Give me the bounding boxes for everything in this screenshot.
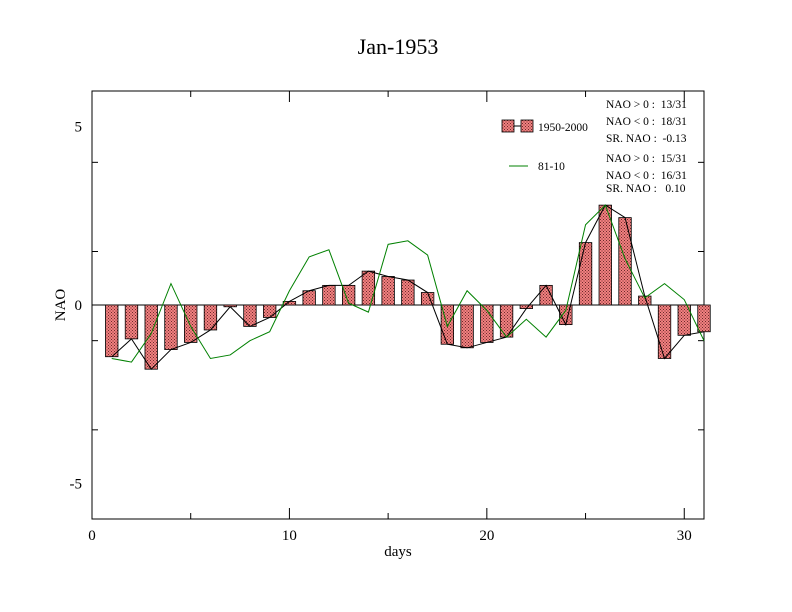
- stats-1950-2000-negative: NAO < 0 : 18/31: [606, 116, 687, 128]
- x-tick-label: 0: [88, 528, 96, 544]
- bar-day-5: [184, 304, 198, 343]
- bar-day-9: [263, 304, 277, 318]
- lines-series: [111, 204, 705, 370]
- bar-day-31: [697, 304, 711, 333]
- legend-label-1950-2000: 1950-2000: [538, 122, 588, 134]
- bar-day-6: [203, 304, 218, 331]
- bar-day-27: [618, 217, 632, 306]
- series-line-81-10: [111, 204, 705, 363]
- bar-day-16: [401, 279, 415, 306]
- bar-day-1: [105, 304, 119, 358]
- legend-label-81-10: 81-10: [538, 161, 565, 173]
- stats-1950-2000-sr: SR. NAO : -0.13: [606, 133, 687, 145]
- chart-title: Jan-1953: [358, 34, 439, 59]
- y-axis-label: NAO: [53, 289, 69, 322]
- legend-swatch-1950-2000-right: [520, 119, 534, 133]
- bar-day-4: [164, 304, 178, 350]
- y-tick-label: 5: [75, 120, 83, 136]
- bar-day-29: [657, 304, 672, 359]
- bar-day-14: [361, 270, 376, 306]
- bar-day-12: [322, 284, 336, 306]
- stats-81-10-positive: NAO > 0 : 15/31: [606, 153, 687, 165]
- bars-series: [105, 204, 711, 370]
- legend: 1950-2000 81-10 NAO > 0 : 13/31 NAO < 0 …: [501, 99, 687, 195]
- y-tick-label: 0: [75, 298, 83, 314]
- stats-1950-2000-positive: NAO > 0 : 13/31: [606, 99, 687, 111]
- bar-day-26: [598, 204, 612, 306]
- bar-day-3: [144, 304, 158, 370]
- stats-81-10-sr: SR. NAO : 0.10: [606, 183, 686, 195]
- legend-swatch-1950-2000-left: [501, 119, 515, 133]
- x-axis-label: days: [384, 544, 412, 560]
- y-axis-ticks: 5 0 -5: [70, 120, 704, 520]
- stats-81-10-negative: NAO < 0 : 16/31: [606, 170, 687, 182]
- x-tick-label: 30: [677, 528, 692, 544]
- bar-day-2: [124, 304, 139, 340]
- bar-day-8: [243, 304, 257, 327]
- x-tick-label: 20: [479, 528, 494, 544]
- x-tick-label: 10: [282, 528, 297, 544]
- bar-day-15: [381, 276, 395, 306]
- bar-day-21: [499, 304, 514, 338]
- bar-day-19: [460, 304, 474, 349]
- x-axis-ticks: 0 10 20 30: [88, 91, 692, 544]
- bar-day-25: [578, 242, 593, 306]
- y-tick-label: -5: [70, 476, 83, 492]
